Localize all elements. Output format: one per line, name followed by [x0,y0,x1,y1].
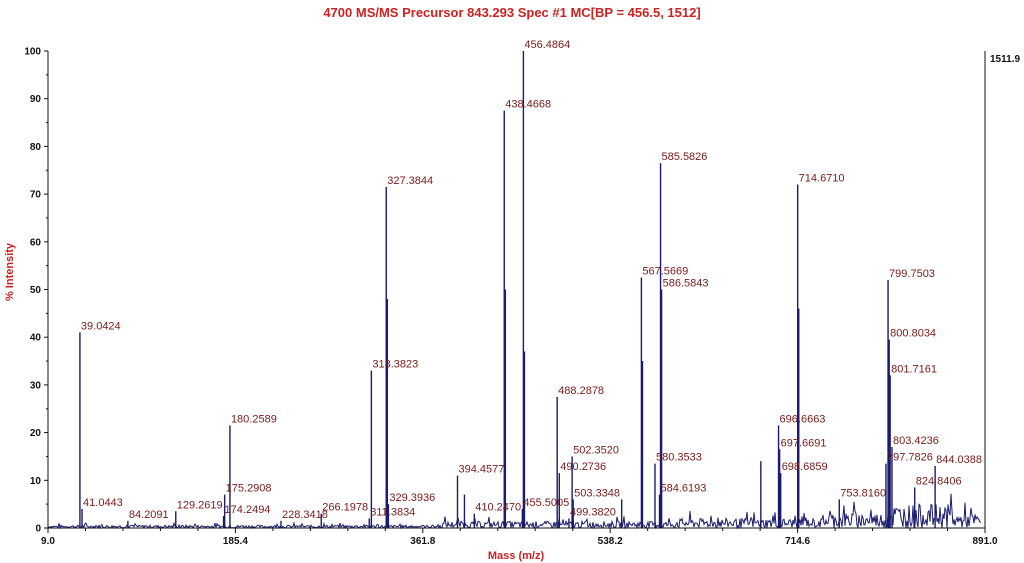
peak-label: 84.2091 [129,509,169,521]
peak-label: 698.6859 [782,461,828,473]
peak-label: 329.3936 [389,492,435,504]
x-tick-label: 361.8 [410,536,435,547]
baseline-noise [47,493,982,530]
peak-label: 311.3834 [370,506,415,518]
peak-label: 174.2494 [225,504,271,516]
y-tick-label: 90 [30,94,42,105]
peak-label: 410.2470 [475,502,521,514]
y-tick-label: 40 [30,333,42,344]
peak-label: 844.0388 [936,454,982,466]
peak-label: 697.6691 [781,437,827,449]
peak-label: 503.3348 [574,487,620,499]
peak-label: 714.6710 [799,173,845,185]
peak-label: 567.5669 [642,266,688,278]
peak-label: 228.3418 [282,509,328,521]
peak-label: 488.2878 [558,385,604,397]
peak-labels-layer: 39.0424 41.0443 84.2091 129.2619 174.2494 175… [81,39,982,521]
peak-label: 800.8034 [890,328,936,340]
peak-label: 41.0443 [83,497,123,509]
peak-label: 801.7161 [891,363,937,375]
peak-label: 455.5005 [523,497,569,509]
peak-label: 799.7503 [889,268,935,280]
y-tick-label: 70 [30,190,42,201]
peak-label: 580.3533 [656,452,702,464]
peak-label: 438.4668 [505,99,551,111]
y-tick-label: 20 [30,428,42,439]
peaks-layer [79,51,936,528]
peak-label: 327.3844 [387,175,433,187]
x-tick-label: 185.4 [223,536,248,547]
peak-label: 584.6193 [661,483,707,495]
y-ticks: 0 10 20 30 40 50 60 70 80 90 100 [24,47,48,535]
peak-label: 753.8160 [840,487,886,499]
peak-label: 456.4864 [524,39,570,51]
x-tick-label: 9.0 [41,536,55,547]
y-tick-label: 100 [24,47,41,58]
peak-label: 696.6663 [780,413,826,425]
y-tick-label: 0 [35,524,41,535]
x-tick-label: 714.6 [785,536,810,547]
y-tick-label: 50 [30,285,42,296]
peak-label: 129.2619 [177,499,223,511]
peak-label: 797.7826 [887,452,933,464]
peak-label: 180.2589 [231,413,277,425]
peak-label: 175.2908 [226,483,272,495]
peak-label: 585.5826 [662,151,708,163]
axes [47,51,986,529]
x-ticks: 9.0 185.4 361.8 538.2 714.6 891.0 [41,528,998,547]
max-intensity-label: 1511.9 [990,54,1020,65]
y-tick-label: 80 [30,142,42,153]
peak-label: 266.1978 [322,502,368,514]
peak-label: 490.2736 [560,461,606,473]
peak-label: 394.4577 [458,464,504,476]
chart-title: 4700 MS/MS Precursor 843.293 Spec #1 MC[… [323,5,700,20]
peak-label: 803.4236 [893,435,939,447]
noise-trace [47,493,982,530]
peak-label: 502.3520 [573,444,619,456]
y-tick-label: 60 [30,237,42,248]
peak-label: 824.8406 [916,475,962,487]
peak-label: 586.5843 [663,278,709,290]
y-tick-label: 30 [30,380,42,391]
x-tick-label: 538.2 [598,536,623,547]
y-tick-label: 10 [30,476,42,487]
peak-label: 313.3823 [372,359,418,371]
x-axis-label: Mass (m/z) [488,550,545,562]
peak-label: 499.3820 [570,506,616,518]
y-axis-label: % Intensity [4,242,16,301]
x-tick-label: 891.0 [972,536,997,547]
peak-label: 39.0424 [81,320,121,332]
